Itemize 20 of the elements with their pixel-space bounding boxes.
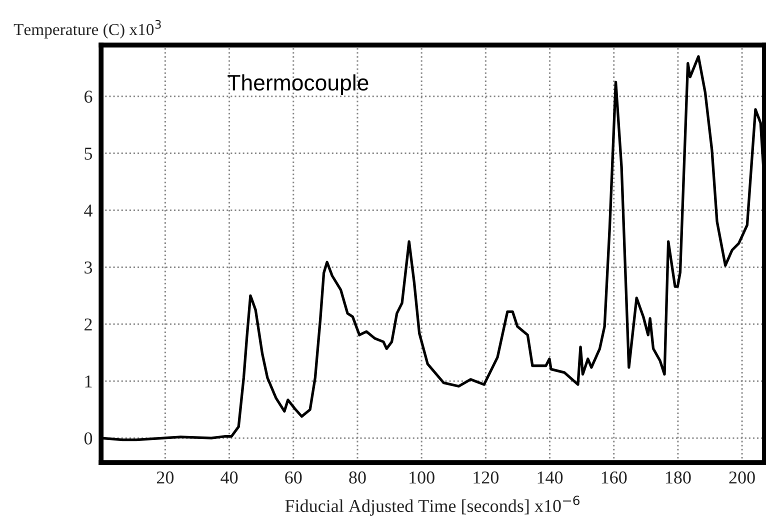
x-tick-label: 180 — [666, 471, 691, 484]
x-tick-label: 60 — [285, 471, 302, 484]
x-tick-label: 80 — [349, 471, 366, 484]
x-tick-label: 40 — [220, 471, 238, 484]
x-tick-label: 100 — [410, 471, 434, 484]
y-tick-label: 1 — [85, 375, 92, 388]
x-axis-title: Fiducial Adjusted Time [seconds] x10$^{−6}$ — [285, 496, 580, 516]
x-tick-label: 120 — [474, 471, 499, 484]
y-tick-label: 4 — [84, 204, 92, 217]
x-tick-label: 20 — [156, 471, 174, 484]
x-tick-label: 200 — [729, 471, 755, 484]
y-tick-label: 6 — [84, 90, 92, 103]
y-tick-label: 5 — [84, 148, 92, 160]
y-axis-title: Temperature (C) x10$^{3}$ — [14, 20, 161, 39]
x-tick-label: 160 — [602, 471, 627, 484]
y-tick-label: 2 — [84, 318, 92, 330]
x-tick-label: 140 — [538, 471, 563, 484]
y-tick-label: 0 — [84, 432, 92, 445]
y-tick-label: 3 — [84, 262, 92, 274]
text: Thermocouple — [228, 74, 368, 96]
